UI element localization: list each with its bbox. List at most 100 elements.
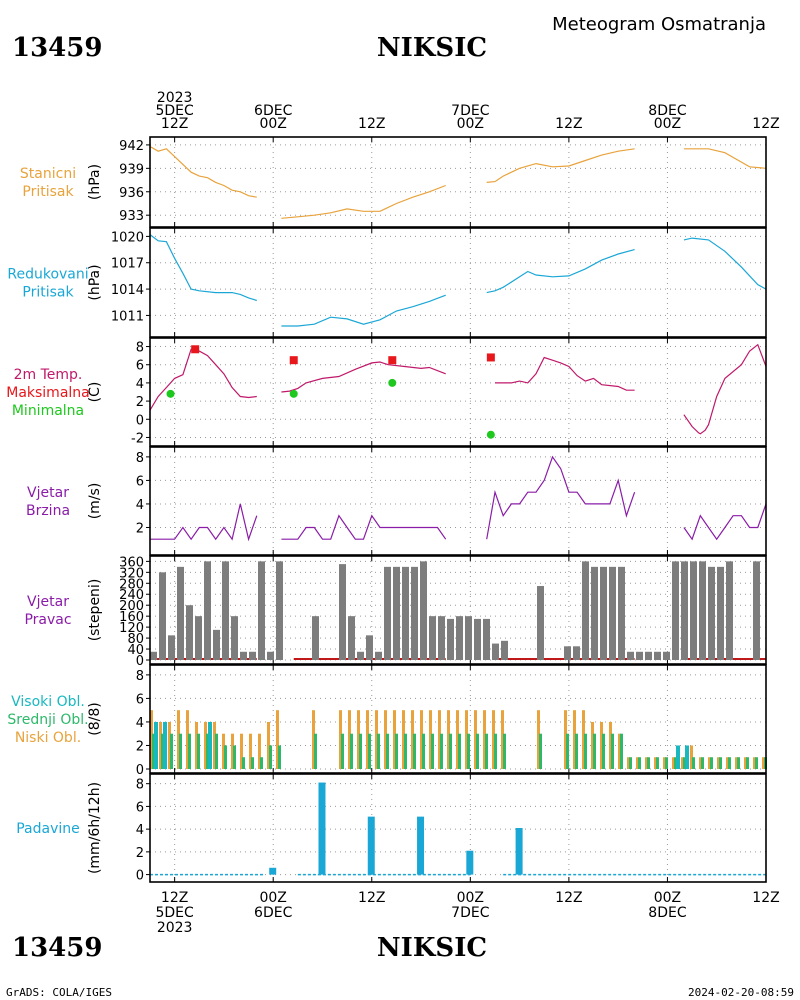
- wind-direction-bar: [465, 616, 472, 660]
- low-cloud-bar: [447, 710, 450, 769]
- wind-direction-bar: [447, 618, 454, 660]
- panel-label: Srednji Obl.: [7, 712, 88, 728]
- low-cloud-bar: [249, 733, 252, 769]
- low-cloud-bar: [240, 733, 243, 769]
- mid-cloud-bar: [620, 733, 623, 769]
- y-tick-label: 0: [136, 763, 144, 778]
- mid-cloud-bar: [350, 733, 353, 769]
- wind-direction-bar: [690, 561, 697, 660]
- wind-direction-bar: [402, 566, 409, 660]
- series-line: [683, 237, 767, 290]
- panel-label: Visoki Obl.: [11, 694, 85, 710]
- low-cloud-bar: [186, 710, 189, 769]
- mid-cloud-bar: [494, 733, 497, 769]
- min-temp-marker: [166, 389, 175, 398]
- y-tick-label: 240: [119, 588, 144, 603]
- wind-direction-bar: [168, 635, 175, 660]
- credit-text: GrADS: COLA/IGES: [6, 986, 112, 999]
- wind-direction-bar: [681, 561, 688, 660]
- low-cloud-bar: [474, 710, 477, 769]
- low-cloud-bar: [222, 733, 225, 769]
- mid-cloud-bar: [539, 733, 542, 769]
- low-cloud-bar: [258, 733, 261, 769]
- low-cloud-bar: [384, 710, 387, 769]
- panel-label: Vjetar: [27, 485, 69, 501]
- mid-cloud-bar: [647, 757, 650, 769]
- bottom-tick-label: 7DEC: [451, 905, 490, 921]
- panel-label: Minimalna: [12, 403, 84, 419]
- station-name-bottom: NIKSIC: [377, 933, 487, 963]
- series-line: [149, 348, 257, 411]
- low-cloud-bar: [411, 710, 414, 769]
- mid-cloud-bar: [404, 733, 407, 769]
- panel-clouds: 0 2 4 6 8 (8/8)Visoki Obl. Srednji Obl. Niski O…: [7, 664, 767, 778]
- wind-direction-bar: [357, 651, 364, 660]
- panel-frame: [149, 136, 767, 228]
- mid-cloud-bar: [746, 757, 749, 769]
- mid-cloud-bar: [314, 733, 317, 769]
- low-cloud-bar: [537, 710, 540, 769]
- wind-direction-bar: [384, 566, 391, 660]
- panel-frame: [149, 555, 767, 665]
- low-cloud-bar: [438, 710, 441, 769]
- y-axis-label: (hPa): [87, 264, 103, 300]
- mid-cloud-bar: [215, 733, 218, 769]
- panel-frame: [149, 337, 767, 447]
- y-tick-label: 936: [119, 186, 144, 201]
- series-line: [150, 503, 258, 542]
- precip-bar: [269, 867, 277, 875]
- y-tick-label: 4: [136, 823, 144, 838]
- low-cloud-bar: [501, 710, 504, 769]
- wind-direction-bar: [375, 651, 382, 660]
- y-tick-label: 120: [119, 621, 144, 636]
- series-line: [683, 503, 767, 541]
- low-cloud-bar: [744, 757, 747, 769]
- high-cloud-bar: [676, 745, 680, 769]
- mid-cloud-bar: [197, 733, 200, 769]
- y-tick-label: 0: [136, 654, 144, 669]
- wind-direction-bar: [717, 566, 724, 660]
- low-cloud-bar: [357, 710, 360, 769]
- y-tick-label: 1014: [111, 283, 144, 298]
- low-cloud-bar: [339, 710, 342, 769]
- low-cloud-bar: [582, 710, 585, 769]
- wind-direction-bar: [573, 646, 580, 660]
- low-cloud-bar: [195, 721, 198, 769]
- bottom-tick-label: 5DEC: [155, 905, 194, 921]
- low-cloud-bar: [753, 757, 756, 769]
- mid-cloud-bar: [224, 745, 227, 769]
- wind-direction-bar: [492, 643, 499, 660]
- y-tick-label: 1020: [111, 230, 144, 245]
- mid-cloud-bar: [206, 733, 209, 769]
- wind-direction-bar: [240, 651, 247, 660]
- wind-direction-bar: [654, 651, 661, 660]
- low-cloud-bar: [456, 710, 459, 769]
- top-tick-label: 5DEC: [155, 103, 194, 119]
- wind-direction-bar: [204, 561, 211, 660]
- mid-cloud-bar: [503, 733, 506, 769]
- precip-bar: [318, 782, 326, 875]
- mid-cloud-bar: [440, 733, 443, 769]
- wind-direction-bar: [636, 651, 643, 660]
- y-axis-label: (C): [87, 382, 103, 403]
- top-tick-label: 00Z: [259, 116, 286, 132]
- chart-title: Meteogram Osmatranja: [552, 14, 766, 35]
- low-cloud-bar: [735, 757, 738, 769]
- wind-direction-bar: [231, 616, 238, 660]
- wind-direction-bar: [708, 566, 715, 660]
- mid-cloud-bar: [683, 757, 686, 769]
- low-cloud-bar: [654, 757, 657, 769]
- mid-cloud-bar: [413, 733, 416, 769]
- mid-cloud-bar: [431, 733, 434, 769]
- series-line: [281, 514, 447, 540]
- wind-direction-bar: [438, 616, 445, 660]
- mid-cloud-bar: [278, 745, 281, 769]
- low-cloud-bar: [393, 710, 396, 769]
- panel-wind_speed: 2 4 6 8 (m/s) Vjetar Brzina: [26, 446, 767, 556]
- wind-direction-bar: [312, 616, 319, 660]
- panel-pressure: 933 936 939 942 (hPa) Stanicni Pritisak: [20, 136, 767, 228]
- wind-direction-bar: [249, 651, 256, 660]
- mid-cloud-bar: [458, 733, 461, 769]
- mid-cloud-bar: [386, 733, 389, 769]
